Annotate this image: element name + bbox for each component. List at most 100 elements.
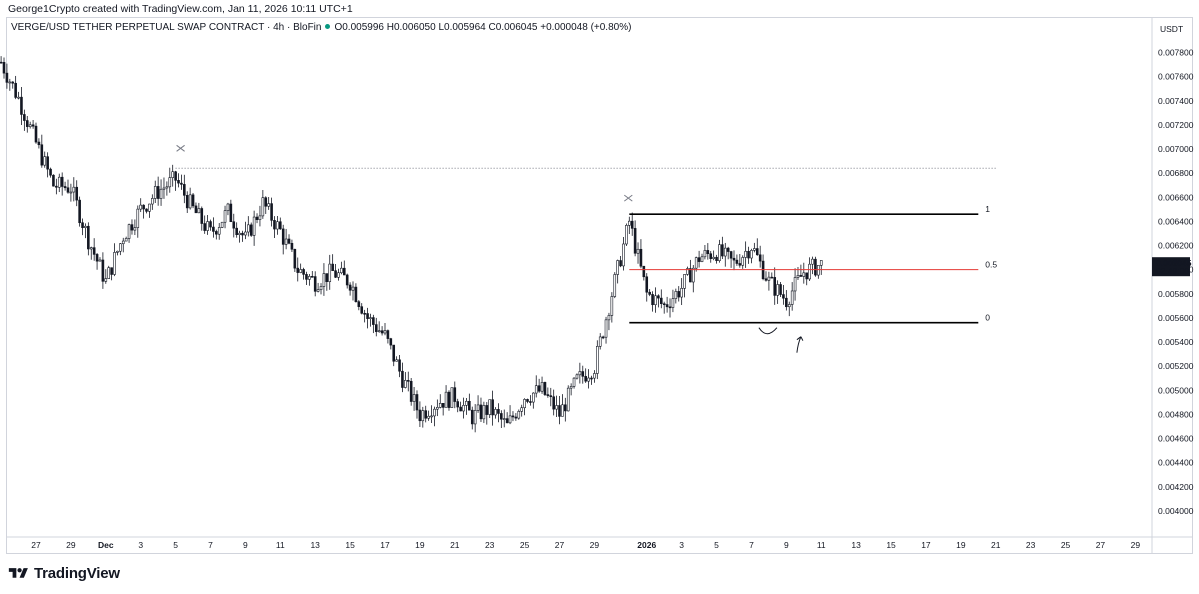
candle: [409, 377, 413, 406]
candle: [537, 378, 541, 393]
candle: [529, 395, 532, 406]
candle: [168, 167, 172, 193]
candle: [819, 260, 823, 275]
candle: [482, 401, 486, 424]
candle: [276, 215, 279, 235]
legend-sep: ·: [284, 22, 294, 33]
candle: [194, 202, 198, 214]
candle: [500, 410, 503, 429]
candle: [188, 187, 192, 210]
candle: [395, 356, 398, 362]
up-arrow-icon[interactable]: [796, 336, 804, 353]
y-tick-label: 0.005200: [1158, 361, 1194, 371]
candle: [241, 230, 244, 242]
candle: [691, 265, 695, 293]
candle: [523, 398, 526, 416]
candle: [526, 398, 529, 404]
candle: [814, 256, 817, 277]
candle: [334, 264, 337, 279]
candle: [729, 250, 733, 268]
y-tick-label: 0.006400: [1158, 216, 1194, 226]
legend-symbol[interactable]: VERGE/USD TETHER PERPETUAL SWAP CONTRACT: [11, 22, 265, 33]
x-tick-label: 7: [749, 540, 754, 550]
candle: [107, 265, 111, 280]
candle: [156, 176, 160, 206]
candle: [543, 381, 547, 396]
candle: [584, 368, 587, 383]
cross-mark-icon[interactable]: [624, 194, 633, 202]
candle: [185, 191, 189, 213]
candle: [389, 337, 393, 350]
candle: [633, 220, 637, 257]
candle: [124, 236, 128, 242]
candle: [564, 397, 567, 422]
candle: [133, 219, 137, 236]
candle: [712, 250, 715, 261]
candle: [386, 329, 390, 344]
legend-change: +0.000048 (+0.80%): [540, 22, 632, 33]
candle: [217, 223, 221, 240]
candle: [316, 282, 320, 293]
y-tick-label: 0.007200: [1158, 120, 1194, 130]
legend-interval[interactable]: 4h: [273, 22, 285, 33]
candle: [622, 237, 625, 271]
candle: [377, 321, 381, 333]
candle: [639, 239, 643, 269]
candle: [2, 57, 6, 79]
candle: [657, 294, 660, 308]
candle: [191, 192, 195, 209]
candle: [668, 298, 672, 318]
candle: [764, 271, 768, 282]
candle: [793, 268, 797, 301]
candle: [11, 81, 15, 89]
y-tick-label: 0.004800: [1158, 409, 1194, 419]
candle: [662, 301, 666, 314]
candle: [127, 223, 131, 243]
candle: [540, 376, 544, 394]
candle: [232, 213, 236, 238]
candle: [337, 268, 340, 281]
candle: [709, 251, 713, 263]
candle: [261, 190, 265, 219]
candle: [238, 230, 241, 243]
candle: [360, 303, 364, 315]
candle: [340, 261, 343, 275]
candle: [700, 253, 704, 263]
candle: [252, 210, 256, 246]
candle: [610, 292, 614, 323]
footer-brand[interactable]: TradingView: [8, 565, 120, 582]
candle: [37, 138, 41, 149]
candle: [206, 215, 209, 235]
candle: [747, 246, 750, 264]
candle: [601, 335, 605, 340]
candle: [177, 173, 180, 188]
candle: [430, 405, 433, 424]
candle: [81, 218, 84, 236]
candle: [575, 373, 579, 380]
candle: [468, 393, 471, 411]
candle: [505, 412, 509, 424]
candle: [66, 179, 70, 194]
y-tick-label: 0.006200: [1158, 241, 1194, 251]
swing-low-curve[interactable]: [758, 327, 778, 335]
candle: [110, 267, 113, 281]
x-tick-label: 19: [415, 540, 425, 550]
candle: [572, 377, 576, 389]
candle: [607, 312, 611, 331]
candle: [488, 399, 492, 419]
candle: [40, 134, 44, 168]
candle: [421, 406, 425, 428]
candle: [354, 283, 358, 303]
drawings[interactable]: 10.50: [175, 144, 998, 353]
candle: [49, 167, 52, 178]
cross-mark-icon[interactable]: [176, 144, 185, 152]
price-scale[interactable]: USDT: [1151, 17, 1183, 554]
candle: [57, 173, 61, 193]
candle: [308, 273, 311, 286]
candle: [84, 223, 87, 239]
candle: [209, 219, 212, 231]
candle: [258, 205, 262, 227]
x-tick-label: Dec: [98, 540, 114, 550]
candle: [235, 222, 238, 238]
